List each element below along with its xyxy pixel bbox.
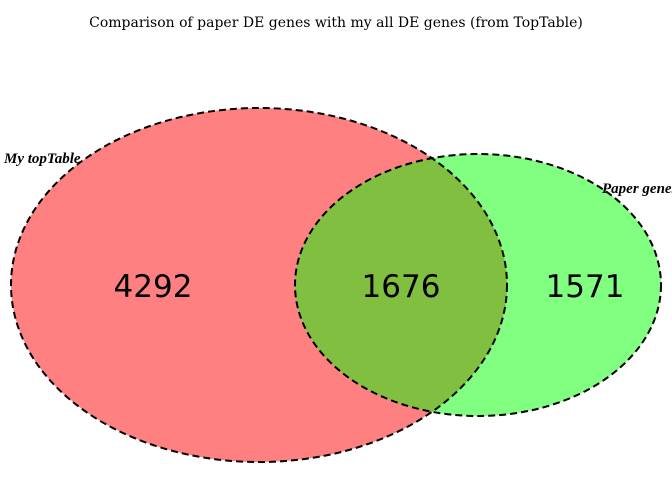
set-label-right: Paper genes <box>602 181 672 197</box>
set-label-left: My topTable <box>3 151 81 167</box>
venn-outline-left <box>10 107 508 463</box>
count-left-only: 4292 <box>114 269 193 305</box>
count-intersection: 1676 <box>362 269 441 305</box>
venn-region-intersection <box>295 154 507 416</box>
chart-title: Comparison of paper DE genes with my all… <box>89 15 583 31</box>
count-right-only: 1571 <box>546 269 625 305</box>
venn-outline-right <box>294 153 662 417</box>
